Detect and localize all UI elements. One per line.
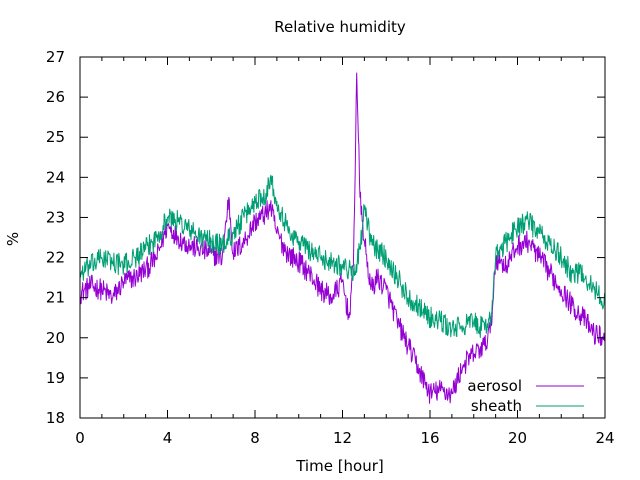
x-tick-label: 24 (595, 429, 614, 447)
x-tick-label: 8 (250, 429, 260, 447)
ticks-layer: 18 19 20 21 22 23 24 25 26 27 0 4 8 12 16 20 24 (46, 48, 615, 447)
legend-label-sheath: sheath (471, 397, 522, 415)
x-tick-label: 12 (333, 429, 352, 447)
legend-label-aerosol: aerosol (467, 377, 522, 395)
x-tick-label: 16 (420, 429, 439, 447)
y-tick-label: 18 (46, 409, 65, 427)
x-tick-label: 20 (508, 429, 527, 447)
y-tick-label: 23 (46, 208, 65, 226)
plot-frame (79, 56, 606, 419)
x-tick-label: 0 (75, 429, 85, 447)
y-tick-label: 21 (46, 289, 65, 307)
series-line-sheath (79, 174, 606, 339)
series-layer (79, 72, 606, 404)
y-tick-label: 22 (46, 249, 65, 267)
y-tick-label: 19 (46, 369, 65, 387)
x-axis-label: Time [hour] (295, 457, 384, 475)
y-tick-label: 20 (46, 329, 65, 347)
y-axis-label: % (4, 232, 22, 246)
y-tick-label: 27 (46, 48, 65, 66)
y-tick-label: 26 (46, 88, 65, 106)
legend: aerosol sheath (467, 377, 584, 415)
y-tick-label: 25 (46, 128, 65, 146)
y-tick-label: 24 (46, 168, 65, 186)
chart-title: Relative humidity (274, 18, 406, 36)
series-line-aerosol (79, 72, 606, 404)
x-tick-label: 4 (163, 429, 173, 447)
